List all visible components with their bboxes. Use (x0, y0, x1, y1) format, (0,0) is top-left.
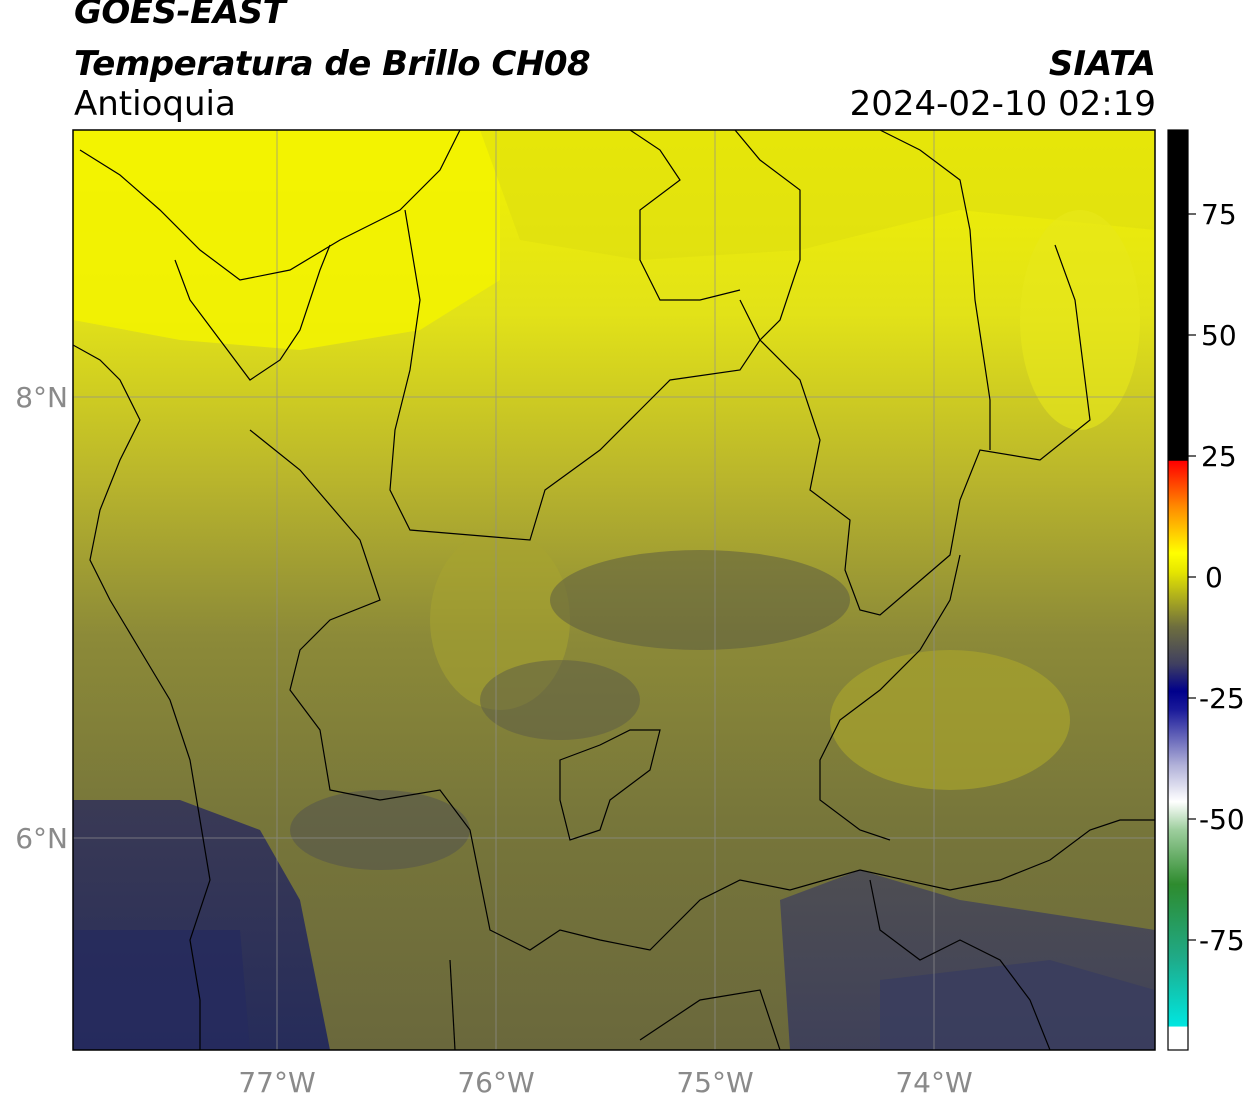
colorbar-ticks (1188, 213, 1196, 941)
colorbar-tick-neg75: -75 (1199, 924, 1245, 957)
medellin-area (559, 729, 661, 841)
eastern-border (819, 554, 961, 841)
southeast-border (869, 879, 1051, 1050)
colorbar-tick-75: 75 (1201, 198, 1237, 231)
lon-label-74w: 74°W (895, 1066, 972, 1099)
southern-border-b (639, 989, 781, 1050)
lat-label-8n: 8°N (15, 381, 68, 414)
lat-label-6n: 6°N (15, 822, 68, 855)
colorbar (1167, 129, 1189, 1051)
datetime-label: 2024-02-10 02:19 (849, 84, 1156, 124)
product-title: Temperatura de Brillo CH08 (74, 44, 591, 84)
chocó-border (249, 429, 1155, 951)
northern-border (629, 130, 741, 301)
southern-border-a (449, 959, 456, 1050)
colorbar-tick-25: 25 (1201, 440, 1237, 473)
coastline-uraba (79, 130, 461, 281)
brightness-temperature-field (73, 130, 1155, 1050)
organization-label: SIATA (1048, 44, 1156, 84)
boundary-lines (73, 130, 1155, 1050)
region-label: Antioquia (74, 84, 236, 124)
colorbar-tick-0: 0 (1205, 561, 1223, 594)
coastline-pacific (73, 344, 211, 1050)
satellite-title: GOES-EAST (74, 0, 286, 32)
colorbar-tick-50: 50 (1201, 319, 1237, 352)
far-east-border (879, 130, 991, 450)
colorbar-tick-neg50: -50 (1199, 803, 1245, 836)
lon-label-75w: 75°W (676, 1066, 753, 1099)
lon-label-77w: 77°W (238, 1066, 315, 1099)
colorbar-tick-neg25: -25 (1199, 682, 1245, 715)
northeast-border (734, 130, 801, 341)
map-frame (72, 129, 1156, 1051)
map-gridlines (73, 130, 1155, 1050)
coastline-uraba-inner (174, 244, 331, 381)
lon-label-76w: 76°W (457, 1066, 534, 1099)
